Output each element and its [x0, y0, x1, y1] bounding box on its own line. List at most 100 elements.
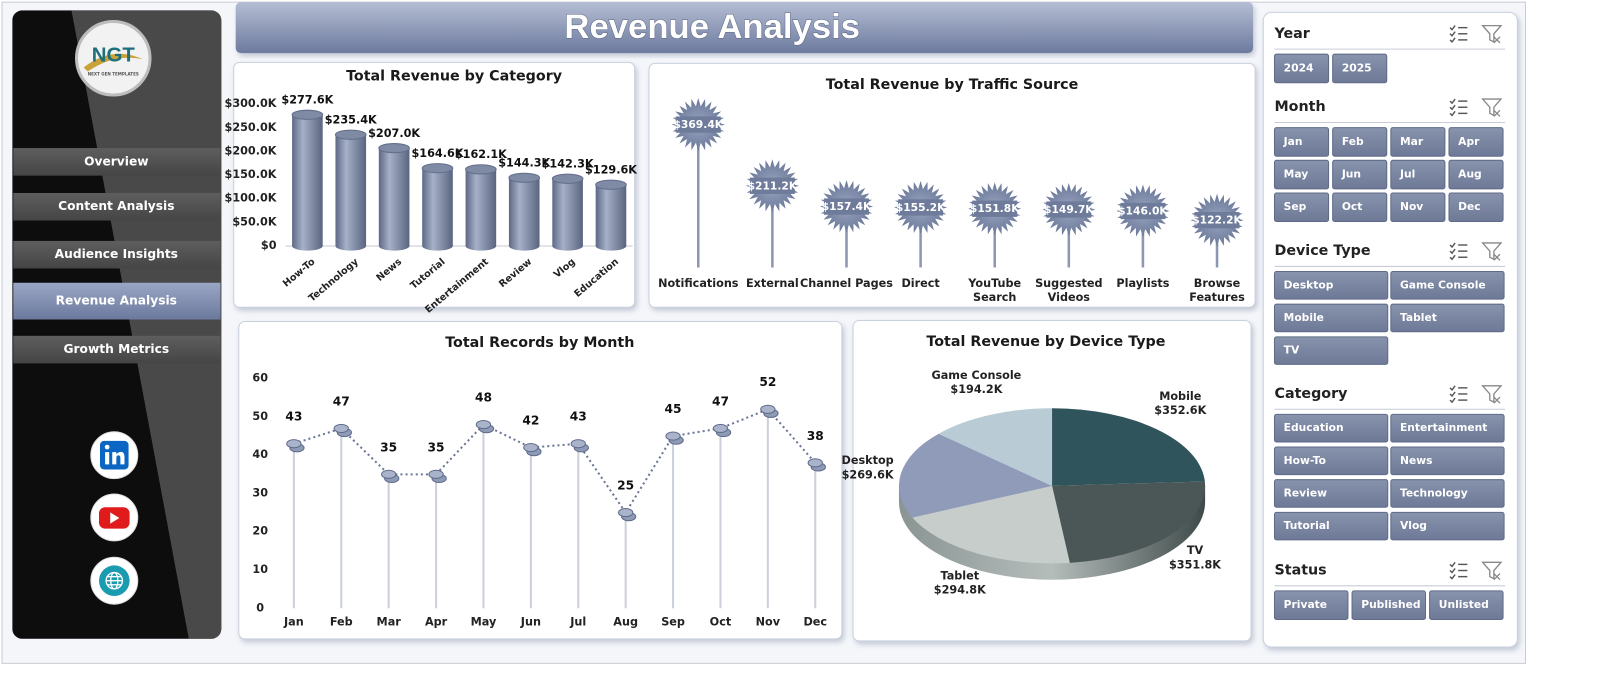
slicer-button[interactable]	[1273, 192, 1330, 223]
nav-button[interactable]	[13, 282, 221, 320]
marker	[286, 439, 302, 449]
slicer-button-label: Sep	[1284, 200, 1307, 213]
value-label: $162.1K	[455, 148, 508, 161]
multi-select-icon[interactable]	[1449, 242, 1468, 261]
slicer-button-label: Vlog	[1400, 519, 1427, 532]
slicer-button-label: Unlisted	[1439, 598, 1489, 611]
x-tick-label: External	[746, 277, 799, 290]
clear-filter-icon[interactable]	[1481, 385, 1503, 404]
slicer-button[interactable]	[1390, 303, 1505, 333]
multi-select-icon[interactable]	[1449, 98, 1468, 117]
chart-panel	[238, 321, 843, 640]
linkedin-glyph-i	[105, 452, 110, 465]
bar-top	[551, 173, 584, 184]
slicer-button-label: Tablet	[1400, 311, 1437, 324]
slice-category: Tablet	[940, 569, 979, 582]
clear-filter-icon[interactable]	[1481, 98, 1503, 117]
slicer-button[interactable]	[1332, 159, 1388, 190]
slicer-button-label: Mar	[1400, 135, 1424, 148]
slicer-button[interactable]	[1332, 192, 1388, 223]
multi-select-icon[interactable]	[1449, 25, 1468, 44]
multi-select-icon[interactable]	[1449, 561, 1468, 580]
slicer-button-label: Game Console	[1400, 278, 1486, 291]
value-label: $157.4K	[822, 200, 872, 213]
slicer-button[interactable]	[1273, 159, 1330, 190]
y-tick-label: 40	[252, 448, 268, 461]
clear-filter-icon[interactable]	[1481, 242, 1503, 261]
header-banner	[235, 2, 1254, 54]
marker	[807, 458, 823, 468]
slicer-button[interactable]	[1273, 446, 1389, 476]
slicer-button[interactable]	[1273, 53, 1330, 84]
slicer-button[interactable]	[1390, 127, 1446, 157]
nav-label: Growth Metrics	[63, 342, 169, 356]
clear-filter-icon[interactable]	[1481, 24, 1503, 44]
value-label: $149.7K	[1044, 203, 1094, 216]
slicer-button[interactable]	[1351, 590, 1427, 620]
globe-lines	[105, 571, 124, 590]
x-tick-label: Dec	[803, 616, 827, 629]
slice-value: $194.2K	[950, 383, 1003, 396]
value-label: 43	[285, 410, 302, 424]
y-tick-label: 20	[252, 525, 268, 538]
slicer-button-label: News	[1400, 454, 1432, 467]
slicer-button[interactable]	[1273, 303, 1389, 333]
slicer-button[interactable]	[1390, 271, 1505, 300]
nav-button[interactable]	[13, 335, 221, 364]
slicer-button[interactable]	[1273, 336, 1389, 365]
multi-select-icon[interactable]	[1449, 385, 1468, 404]
value-label: 48	[475, 391, 492, 405]
slicer-button-label: Dec	[1458, 200, 1481, 213]
logo-subtext: NEXT GEN TEMPLATES	[88, 72, 139, 77]
clear-filter-icon[interactable]	[1481, 561, 1503, 581]
marker	[760, 404, 776, 414]
nav-button[interactable]	[13, 240, 221, 269]
value-label-bg	[824, 198, 869, 215]
value-label: $151.8K	[970, 202, 1020, 215]
slicer-button[interactable]	[1273, 127, 1330, 157]
content: Overview Content Analysis Audience Insight…	[13, 24, 1506, 642]
x-tick-label: Playlists	[1116, 277, 1169, 290]
slicer-button[interactable]	[1332, 127, 1388, 157]
slicer-button[interactable]	[1273, 413, 1389, 443]
slicer-button[interactable]	[1273, 590, 1349, 620]
chart-title: Total Revenue by Category	[346, 69, 563, 85]
bar-top	[291, 109, 324, 120]
slicer-button[interactable]	[1273, 271, 1389, 300]
slice-category: Game Console	[932, 369, 1022, 382]
bar	[335, 134, 367, 247]
slicer-button[interactable]	[1448, 127, 1504, 157]
slicer-button-label: Technology	[1400, 486, 1468, 499]
slicer-button[interactable]	[1390, 446, 1505, 476]
check	[1449, 391, 1456, 398]
slicer-button[interactable]	[1429, 590, 1504, 620]
value-label-bg	[972, 200, 1018, 217]
check	[1449, 397, 1456, 404]
slicer-button[interactable]	[1448, 192, 1504, 223]
pie-slice	[912, 485, 1070, 564]
slicer-button[interactable]	[1448, 159, 1504, 190]
value-label: $146.0K	[1118, 204, 1168, 217]
slicer-button[interactable]	[1273, 479, 1389, 508]
slicer-button[interactable]	[1390, 192, 1446, 223]
slicer-button[interactable]	[1390, 159, 1446, 190]
value-label: 47	[333, 394, 350, 408]
slicer-button-label: May	[1284, 168, 1309, 181]
y-tick-label: 0	[256, 601, 264, 614]
slicer-title: Category	[1274, 386, 1348, 402]
slicer-button[interactable]	[1332, 53, 1388, 84]
slicer-button[interactable]	[1273, 511, 1389, 541]
x-tick-label: May	[471, 616, 497, 629]
x-tick-label: Nov	[756, 616, 781, 629]
slice-category: Desktop	[842, 454, 894, 467]
value-label: $129.6K	[585, 163, 638, 176]
nav-button[interactable]	[13, 192, 221, 221]
slicer-button[interactable]	[1390, 413, 1505, 443]
slicer-button[interactable]	[1390, 511, 1505, 541]
slicer-title: Year	[1273, 26, 1309, 42]
nav-button[interactable]	[13, 148, 221, 176]
slicer-title: Month	[1274, 99, 1325, 115]
value-label: 25	[617, 479, 634, 493]
y-tick-label: 30	[252, 486, 268, 499]
slicer-button[interactable]	[1390, 479, 1505, 508]
